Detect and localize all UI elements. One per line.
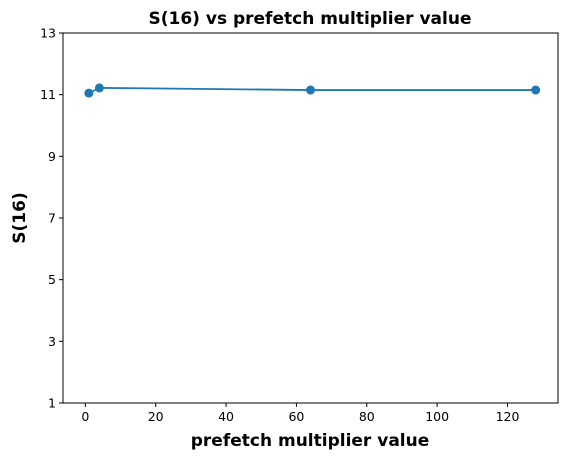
y-axis-label: S(16) bbox=[10, 192, 30, 243]
x-tick-label-5: 100 bbox=[425, 409, 449, 424]
y-tick-label-5: 11 bbox=[40, 87, 56, 102]
data-point-0-3 bbox=[531, 85, 541, 95]
x-axis-label: prefetch multiplier value bbox=[191, 431, 430, 451]
x-axis: 0 20 40 60 80 100 120 bbox=[81, 403, 519, 424]
y-tick-label-3: 7 bbox=[48, 211, 56, 226]
x-tick-label-4: 80 bbox=[359, 409, 375, 424]
series-layer bbox=[84, 83, 541, 98]
series-line-0 bbox=[88, 86, 536, 94]
x-tick-label-3: 60 bbox=[288, 409, 304, 424]
y-tick-label-4: 9 bbox=[48, 149, 56, 164]
data-point-0-0 bbox=[84, 88, 94, 98]
data-point-0-1 bbox=[94, 83, 104, 93]
x-tick-label-1: 20 bbox=[148, 409, 164, 424]
y-tick-label-0: 1 bbox=[48, 396, 56, 411]
y-tick-label-1: 3 bbox=[48, 334, 56, 349]
x-tick-label-0: 0 bbox=[81, 409, 89, 424]
chart-title: S(16) vs prefetch multiplier value bbox=[149, 9, 472, 29]
data-point-0-2 bbox=[306, 85, 315, 95]
y-tick-label-2: 5 bbox=[48, 272, 56, 287]
x-tick-label-6: 120 bbox=[496, 409, 520, 424]
y-tick-label-6: 13 bbox=[40, 26, 56, 41]
x-tick-label-2: 40 bbox=[218, 409, 234, 424]
